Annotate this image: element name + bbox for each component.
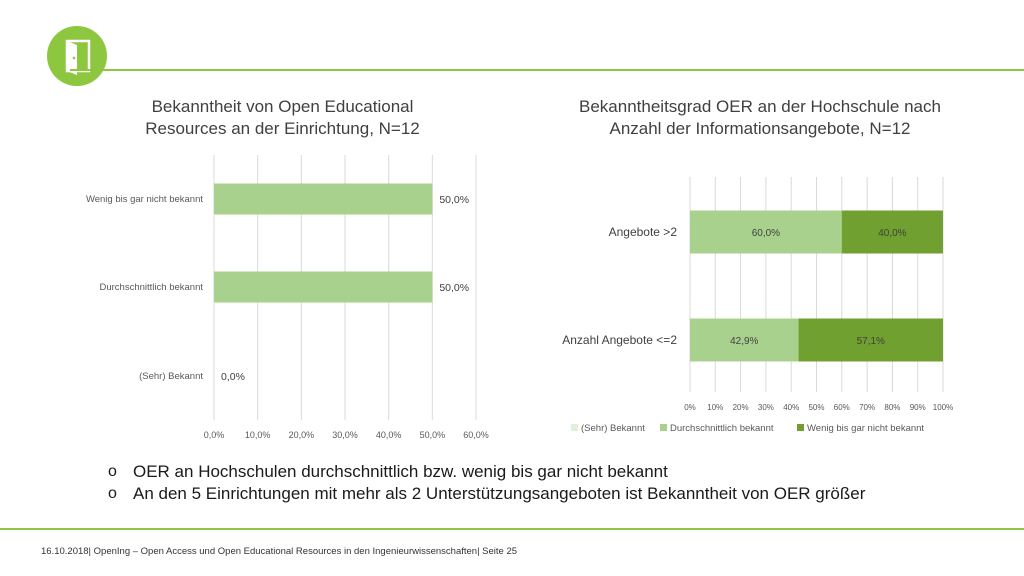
bullet-text: OER an Hochschulen durchschnittlich bzw.… [133,462,668,481]
chart2-legend-swatch [797,424,804,431]
chart2-data-label: 60,0% [752,228,780,239]
chart2-x-tick-label: 40% [783,403,799,412]
chart1-category-label: Durchschnittlich bekannt [100,282,204,293]
chart1-x-tick-label: 60,0% [463,430,489,440]
chart1-title: Bekanntheit von Open Educational Resourc… [145,97,420,138]
chart1-category-label: (Sehr) Bekannt [139,371,203,382]
chart1-bar [214,271,433,303]
chart1-x-tick-label: 50,0% [420,430,446,440]
chart1-data-label: 50,0% [439,282,469,294]
door-logo [47,26,107,86]
chart1-awareness-bar-chart: 0,0% 10,0% 20,0% 30,0% 40,0% 50,0% 60,0% Wenig … [86,155,489,440]
chart2-x-tick-label: 70% [859,403,875,412]
chart2-x-tick-label: 20% [733,403,749,412]
chart2-bar-segment [690,210,842,254]
bullet-item: o An den 5 Einrichtungen mit mehr als 2 … [108,483,868,505]
chart2-legend-swatch [660,424,667,431]
chart1-bar [214,183,433,215]
chart2-data-label: 57,1% [857,336,885,347]
footer-text: 16.10.2018| OpenIng – Open Access und Op… [41,546,518,557]
open-door-icon [65,39,91,75]
chart2-title: Bekanntheitsgrad OER an der Hochschule n… [579,97,941,138]
footer-divider [0,528,1024,530]
chart2-data-label: 42,9% [730,336,758,347]
bullet-item: o OER an Hochschulen durchschnittlich bz… [108,461,868,483]
chart1-category-label: Wenig bis gar nicht bekannt [86,194,203,205]
chart2-x-tick-label: 100% [933,403,953,412]
chart2-x-tick-label: 30% [758,403,774,412]
chart1-x-tick-label: 20,0% [289,430,315,440]
chart2-x-tick-label: 90% [910,403,926,412]
chart1-x-tick-label: 10,0% [245,430,271,440]
chart2-legend-swatch [571,424,578,431]
chart1-data-label: 0,0% [221,371,245,383]
chart1-x-tick-label: 0,0% [204,430,225,440]
bullet-list: o OER an Hochschulen durchschnittlich bz… [108,461,868,505]
chart1-data-label: 50,0% [439,194,469,206]
chart2-legend-label: Durchschnittlich bekannt [670,423,774,434]
chart2-category-label: Anzahl Angebote <=2 [562,333,677,347]
chart2-stacked-bar-chart: 0% 10% 20% 30% 40% 50% 60% 70% 80% 90% 100% Angebot… [562,177,953,434]
chart2-x-tick-label: 60% [834,403,850,412]
chart2-x-tick-label: 10% [707,403,723,412]
bullet-marker: o [108,463,117,480]
bullet-text: An den 5 Einrichtungen mit mehr als 2 Un… [133,484,866,503]
chart2-bar-segment [841,210,943,254]
chart2-data-label: 40,0% [878,228,906,239]
chart1-x-tick-label: 30,0% [332,430,358,440]
chart2-bar-segment [690,318,799,362]
chart2-x-tick-label: 50% [808,403,824,412]
chart2-legend-label: Wenig bis gar nicht bekannt [807,423,924,434]
chart2-bar-segment [798,318,943,362]
chart2-legend-label: (Sehr) Bekannt [581,423,645,434]
chart1-x-tick-label: 40,0% [376,430,402,440]
chart2-x-tick-label: 0% [684,403,696,412]
header-divider [70,69,1024,71]
chart2-x-tick-label: 80% [884,403,900,412]
chart2-category-label: Angebote >2 [609,225,678,239]
bullet-marker: o [108,485,117,502]
